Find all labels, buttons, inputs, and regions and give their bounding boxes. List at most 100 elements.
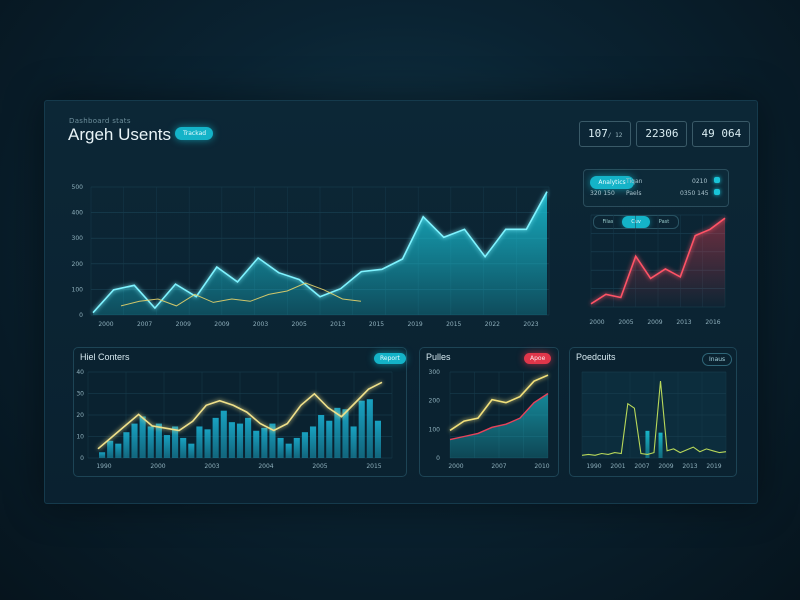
panel-title-right: Poedcuits: [576, 352, 616, 362]
bar: [147, 426, 154, 458]
x-tick-label: 2009: [176, 321, 191, 328]
page-overline: Dashboard stats: [69, 117, 131, 125]
legend-dot-1[interactable]: [714, 177, 720, 183]
series-line-green: [581, 381, 727, 456]
y-tick-label: 400: [72, 210, 84, 217]
x-tick-label: 2005: [618, 319, 633, 326]
bar: [204, 429, 211, 458]
page-title: Argeh Usents: [68, 125, 171, 144]
y-tick-label: 40: [76, 369, 84, 376]
stat-box-1[interactable]: 107/ 12: [579, 121, 632, 147]
y-tick-label: 200: [429, 398, 441, 405]
y-tick-label: 300: [72, 235, 84, 242]
bar: [139, 416, 146, 458]
bar: [172, 426, 179, 458]
bar: [131, 423, 138, 458]
toggle-option-2[interactable]: Cuv: [622, 216, 650, 228]
bar-line-chart: 0 10 20 30 40 1990 2000 2003 2004 2005 2015: [76, 369, 393, 470]
legend-row-2-mid: Paels: [626, 190, 642, 197]
y-tick-label: 0: [80, 455, 84, 462]
x-tick-label: 2015: [369, 321, 384, 328]
bar: [196, 426, 203, 458]
bar: [212, 417, 219, 458]
series-line-cyan: [92, 191, 548, 314]
x-tick-label: 2009: [214, 321, 229, 328]
bar: [326, 420, 333, 458]
range-toggle[interactable]: Filas Cuv Past: [593, 215, 679, 229]
legend-pill[interactable]: Analytics: [590, 176, 634, 189]
y-tick-label: 200: [72, 261, 84, 268]
products-line-chart: 1990 2001 2007 2009 2013 2019: [581, 371, 727, 470]
stats-row: 107/ 12 22306 49 064: [579, 121, 751, 147]
y-tick-label: 100: [429, 426, 441, 433]
x-tick-label: 2007: [634, 463, 649, 470]
bar: [318, 415, 325, 458]
legend-row-1-left: 320 150: [590, 190, 615, 197]
panel-bottom-right: Poedcuits Inaus 1990 2001 2007 2009 2013 2019: [569, 347, 737, 477]
x-tick-label: 2005: [312, 463, 327, 470]
x-tick-label: 2000: [150, 463, 165, 470]
x-tick-label: 2013: [682, 463, 697, 470]
y-tick-label: 100: [72, 286, 84, 293]
bar: [358, 400, 365, 458]
stat-box-2[interactable]: 22306: [636, 121, 688, 147]
panel-title-mid: Pulles: [426, 352, 451, 362]
bar: [245, 417, 252, 458]
x-tick-label: 2016: [705, 319, 720, 326]
bar: [350, 426, 357, 458]
legend-row-2-right: 0350 145: [680, 190, 709, 197]
spike-bar: [645, 430, 650, 458]
y-tick-label: 300: [429, 369, 441, 376]
panel-title-left: Hiel Conters: [80, 352, 130, 362]
x-tick-label: 1990: [96, 463, 111, 470]
bar: [269, 423, 276, 458]
x-tick-label: 2003: [253, 321, 268, 328]
bar: [334, 407, 341, 458]
bar: [107, 440, 114, 458]
bar: [342, 409, 349, 458]
x-tick-label: 2019: [706, 463, 721, 470]
spike-bar: [658, 432, 663, 458]
legend-row-1-mid: Tiqan: [626, 178, 643, 185]
bar: [374, 420, 381, 458]
series-line-yellow: [449, 374, 549, 432]
bar: [293, 437, 300, 458]
toggle-option-3[interactable]: Past: [658, 219, 670, 225]
x-tick-label: 2013: [330, 321, 345, 328]
bar: [261, 427, 268, 458]
bar: [180, 437, 187, 458]
x-tick-label: 2015: [446, 321, 461, 328]
x-tick-label: 2000: [589, 319, 604, 326]
x-tick-label: 2019: [407, 321, 422, 328]
dashboard-card: Dashboard stats Argeh Usents Trackad 107…: [44, 100, 758, 504]
toggle-option-1[interactable]: Filas: [602, 219, 614, 225]
x-tick-label: 2005: [292, 321, 307, 328]
bar: [188, 443, 195, 458]
legend-card: Analytics 320 150 Tiqan 0210 Paels 0350 …: [583, 169, 729, 207]
x-tick-label: 2009: [647, 319, 662, 326]
bar: [309, 426, 317, 458]
legend-row-1-right: 0210: [692, 178, 708, 185]
series-line-red: [449, 392, 549, 441]
panel-badge-right[interactable]: Inaus: [702, 353, 733, 366]
bar: [301, 432, 308, 458]
x-tick-label: 2004: [258, 463, 273, 470]
stat-box-3[interactable]: 49 064: [692, 121, 751, 147]
bar: [228, 422, 235, 458]
series-line-red: [590, 217, 726, 305]
y-tick-label: 0: [436, 455, 440, 462]
bar: [285, 443, 292, 458]
bar: [163, 435, 171, 458]
legend-dot-2[interactable]: [714, 189, 720, 195]
x-tick-label: 2022: [485, 321, 500, 328]
x-tick-label: 2000: [98, 321, 113, 328]
panel-badge-mid[interactable]: Apoe: [524, 353, 552, 364]
y-tick-label: 20: [76, 412, 84, 419]
panel-bottom-mid: Pulles Apoe 0 100 200 300 2000 2007 2010: [419, 347, 559, 477]
bar: [123, 432, 130, 458]
panel-bottom-left: Hiel Conters Report 0 10 20 30 40 1990 2000 200…: [73, 347, 407, 477]
series-line-yellow: [120, 282, 362, 307]
x-tick-label: 2010: [534, 463, 549, 470]
panel-badge-left[interactable]: Report: [374, 353, 406, 364]
tracked-badge[interactable]: Trackad: [175, 127, 213, 140]
